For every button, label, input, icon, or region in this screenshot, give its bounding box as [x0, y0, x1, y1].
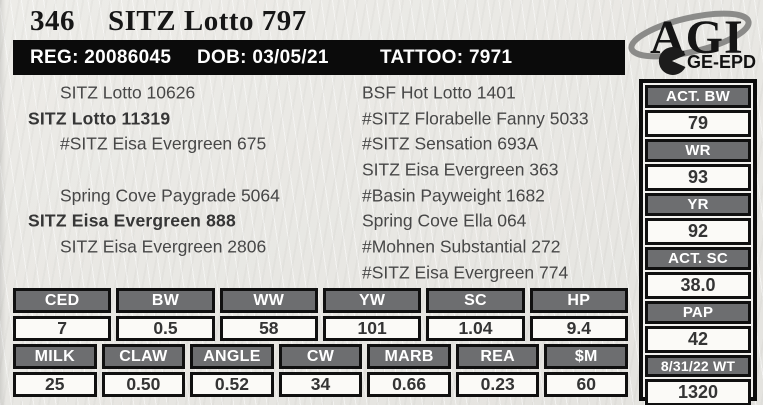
epd-header-sc: SC — [426, 288, 525, 313]
pedigree-name: SITZ Lotto 10626 — [60, 82, 196, 103]
epd-value-rea: 0.23 — [455, 372, 540, 397]
epd-header-rea: REA — [455, 344, 540, 369]
epd-value-ced: 7 — [13, 316, 112, 341]
epd-header-marb: MARB — [367, 344, 451, 369]
stat-value-yr: 92 — [645, 218, 751, 245]
epd-header-row-2: MILK CLAW ANGLE CW MARB REA $M — [13, 344, 629, 369]
epd-header-dollar-m: $M — [544, 344, 629, 369]
epd-header-yw: YW — [322, 288, 422, 313]
stat-value-weight: 1320 — [645, 379, 751, 405]
pedigree-name: SITZ Eisa Evergreen 2806 — [60, 236, 267, 257]
epd-value-claw: 0.50 — [101, 372, 186, 397]
pedigree-dam-name: SITZ Eisa Evergreen 888 — [28, 210, 236, 231]
epd-value-ww: 58 — [219, 316, 318, 341]
logo-swoosh-icon — [628, 10, 752, 60]
pedigree-name: #SITZ Eisa Evergreen 774 — [362, 262, 569, 283]
epd-header-bw: BW — [116, 288, 215, 313]
epd-value-bw: 0.5 — [116, 316, 215, 341]
stat-header-pap: PAP — [645, 301, 751, 324]
performance-stats-column: ACT. BW 79 WR 93 YR 92 ACT. SC 38.0 PAP … — [639, 79, 757, 405]
epd-value-cw: 34 — [278, 372, 363, 397]
pedigree-row: Spring Cove Paygrade 5064 #Basin Payweig… — [0, 183, 640, 209]
epd-value-sc: 1.04 — [426, 316, 525, 341]
pedigree-sire-name: SITZ Lotto 11319 — [28, 108, 171, 129]
pedigree-row: SITZ Eisa Evergreen 2806 #Mohnen Substan… — [0, 234, 640, 260]
epd-value-hp: 9.4 — [529, 316, 628, 341]
epd-header-milk: MILK — [13, 344, 97, 369]
pedigree-name: #SITZ Florabelle Fanny 5033 — [362, 108, 589, 129]
stat-value-wr: 93 — [645, 164, 751, 191]
tattoo: TATTOO: 7971 — [380, 46, 513, 68]
epd-value-angle: 0.52 — [190, 372, 274, 397]
epd-header-cw: CW — [278, 344, 363, 369]
stat-value-act-bw: 79 — [645, 110, 751, 137]
logo-sub-text: GE-EPD — [687, 52, 756, 72]
pedigree-name: #Mohnen Substantial 272 — [362, 236, 561, 257]
epd-value-dollar-m: 60 — [544, 372, 629, 397]
pedigree-name: SITZ Eisa Evergreen 363 — [362, 159, 559, 180]
pedigree-row: SITZ Lotto 11319 #SITZ Florabelle Fanny … — [0, 106, 640, 132]
epd-header-hp: HP — [529, 288, 628, 313]
epd-value-row-1: 7 0.5 58 101 1.04 9.4 — [13, 316, 628, 341]
epd-value-marb: 0.66 — [367, 372, 451, 397]
epd-value-row-2: 25 0.50 0.52 34 0.66 0.23 60 — [13, 372, 629, 397]
pedigree-name: #Basin Payweight 1682 — [362, 185, 545, 206]
epd-value-yw: 101 — [322, 316, 422, 341]
epd-header-ced: CED — [13, 288, 112, 313]
pedigree-row: #SITZ Eisa Evergreen 675 #SITZ Sensation… — [0, 131, 640, 157]
reg-number: REG: 20086045 — [30, 46, 172, 68]
epd-header-ww: WW — [219, 288, 318, 313]
stat-value-pap: 42 — [645, 326, 751, 353]
pedigree-row: SITZ Lotto 10626 BSF Hot Lotto 1401 — [0, 80, 640, 106]
epd-header-angle: ANGLE — [190, 344, 274, 369]
lot-number: 346 — [30, 4, 75, 37]
animal-name: SITZ Lotto 797 — [108, 4, 307, 37]
epd-table: CED BW WW YW SC HP 7 0.5 58 101 1.04 9.4… — [13, 288, 629, 397]
agi-ge-epd-logo-icon: AGI GE-EPD — [626, 2, 760, 80]
stat-value-act-sc: 38.0 — [645, 272, 751, 299]
page-title: 346 SITZ Lotto 797 — [30, 3, 307, 39]
epd-header-row-1: CED BW WW YW SC HP — [13, 288, 628, 313]
pedigree-name: Spring Cove Ella 064 — [362, 210, 527, 231]
stat-header-wr: WR — [645, 139, 751, 162]
stat-header-act-sc: ACT. SC — [645, 247, 751, 270]
pedigree-row: #SITZ Eisa Evergreen 774 — [0, 260, 640, 286]
stat-header-yr: YR — [645, 193, 751, 216]
epd-value-milk: 25 — [13, 372, 97, 397]
stat-header-act-bw: ACT. BW — [645, 85, 751, 108]
epd-header-claw: CLAW — [101, 344, 186, 369]
pedigree-name: #SITZ Eisa Evergreen 675 — [60, 133, 267, 154]
pedigree-row: SITZ Eisa Evergreen 888 Spring Cove Ella… — [0, 208, 640, 234]
registration-bar: REG: 20086045 DOB: 03/05/21 TATTOO: 7971 — [13, 40, 625, 75]
pedigree-name: Spring Cove Paygrade 5064 — [60, 185, 280, 206]
logo-disc-icon — [658, 47, 686, 76]
pedigree-section: SITZ Lotto 10626 BSF Hot Lotto 1401 SITZ… — [0, 80, 640, 286]
pedigree-name: #SITZ Sensation 693A — [362, 133, 539, 154]
pedigree-name: BSF Hot Lotto 1401 — [362, 82, 516, 103]
dob: DOB: 03/05/21 — [197, 46, 329, 68]
stat-header-weigh-date: 8/31/22 WT — [645, 355, 751, 377]
pedigree-row: SITZ Eisa Evergreen 363 — [0, 157, 640, 183]
